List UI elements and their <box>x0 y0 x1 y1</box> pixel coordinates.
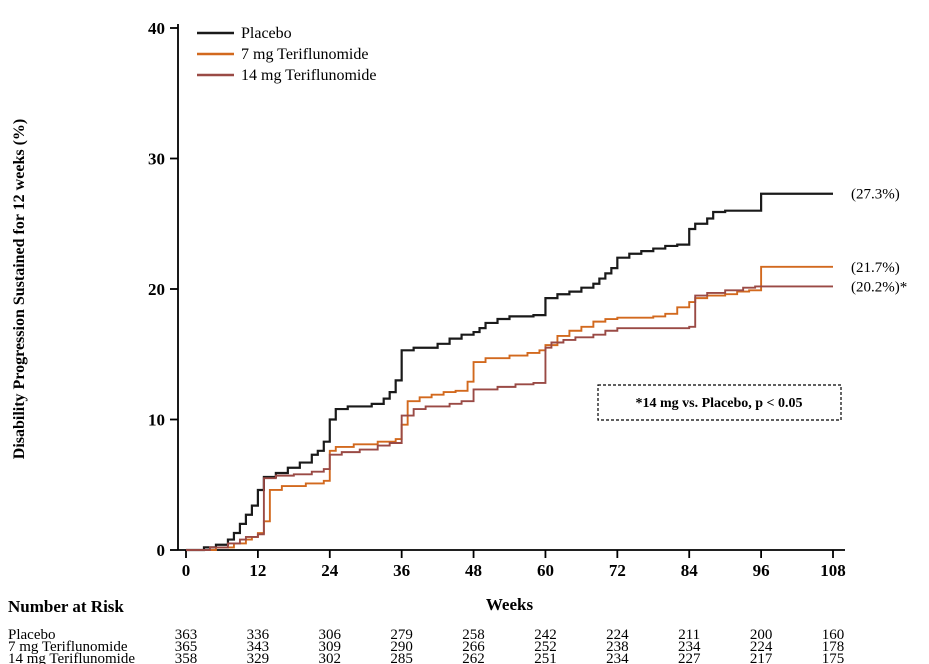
series-end-label-1: (27.3%) <box>851 187 900 203</box>
risk-value: 262 <box>462 651 485 664</box>
series-line-7-mg-teriflunomide <box>186 265 833 551</box>
risk-value: 238 <box>606 639 629 655</box>
series-line-14-mg-teriflunomide <box>186 285 833 551</box>
risk-value: 309 <box>319 639 342 655</box>
risk-value: 242 <box>534 627 557 643</box>
x-tick-label: 108 <box>820 561 846 580</box>
series-end-label-2: (21.7%) <box>851 260 900 276</box>
x-tick-label: 72 <box>609 561 626 580</box>
risk-value: 178 <box>822 639 845 655</box>
risk-value: 200 <box>750 627 773 643</box>
risk-value: 329 <box>247 651 270 664</box>
x-axis-title: Weeks <box>486 595 534 614</box>
risk-value: 336 <box>247 627 270 643</box>
risk-value: 160 <box>822 627 845 643</box>
y-tick-label: 0 <box>157 541 166 560</box>
x-tick-label: 60 <box>537 561 554 580</box>
x-tick-label: 84 <box>681 561 699 580</box>
risk-value: 343 <box>247 639 270 655</box>
risk-value: 358 <box>175 651 198 664</box>
risk-row-label-3: 14 mg Teriflunomide <box>8 651 135 664</box>
y-tick-label: 30 <box>148 150 165 169</box>
risk-value: 227 <box>678 651 701 664</box>
risk-row-label-1: Placebo <box>8 627 55 643</box>
risk-value: 266 <box>462 639 485 655</box>
legend-label-3: 14 mg Teriflunomide <box>241 67 376 84</box>
legend-label-2: 7 mg Teriflunomide <box>241 46 368 63</box>
x-tick-label: 48 <box>465 561 482 580</box>
risk-value: 217 <box>750 651 773 664</box>
risk-value: 251 <box>534 651 557 664</box>
y-tick-label: 10 <box>148 411 165 430</box>
risk-value: 175 <box>822 651 845 664</box>
risk-value: 363 <box>175 627 198 643</box>
x-tick-label: 36 <box>393 561 410 580</box>
risk-value: 224 <box>750 639 773 655</box>
risk-row-label-2: 7 mg Teriflunomide <box>8 639 128 655</box>
risk-value: 285 <box>390 651 413 664</box>
risk-value: 224 <box>606 627 629 643</box>
number-at-risk-title: Number at Risk <box>8 597 124 616</box>
series-end-label-3: (20.2%)* <box>851 279 907 295</box>
x-tick-label: 0 <box>182 561 191 580</box>
risk-value: 279 <box>390 627 413 643</box>
risk-value: 290 <box>390 639 413 655</box>
annotation-box <box>597 384 842 421</box>
risk-value: 258 <box>462 627 485 643</box>
x-tick-label: 12 <box>249 561 266 580</box>
y-tick-label: 40 <box>148 19 165 38</box>
y-tick-label: 20 <box>148 280 165 299</box>
risk-value: 365 <box>175 639 198 655</box>
risk-value: 302 <box>319 651 342 664</box>
x-tick-label: 96 <box>753 561 770 580</box>
risk-value: 252 <box>534 639 557 655</box>
risk-value: 234 <box>678 639 701 655</box>
risk-value: 234 <box>606 651 629 664</box>
annotation-text: *14 mg vs. Placebo, p < 0.05 <box>635 396 802 411</box>
legend-label-1: Placebo <box>241 25 292 42</box>
risk-value: 306 <box>319 627 342 643</box>
x-tick-label: 24 <box>321 561 339 580</box>
risk-value: 211 <box>678 627 700 643</box>
y-axis-title: Disability Progression Sustained for 12 … <box>11 119 28 459</box>
